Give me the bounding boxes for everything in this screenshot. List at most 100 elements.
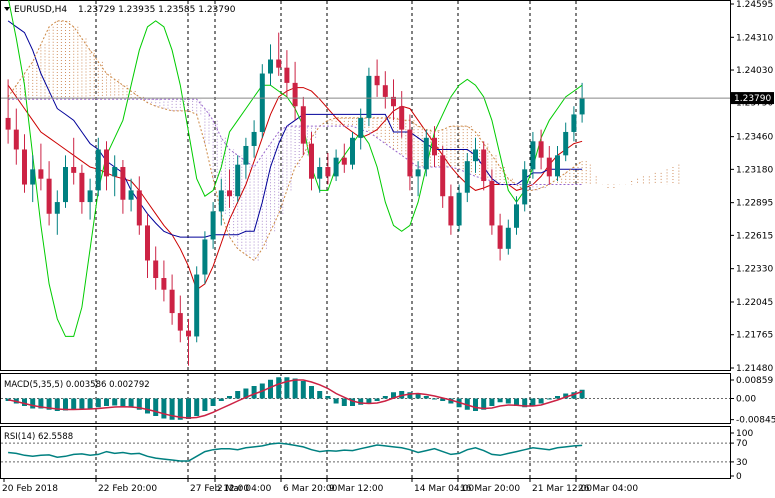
macd-tick-label: -0.008456 [736,416,775,426]
current-price-label: 1.23790 [734,94,771,104]
macd-histogram-bar [276,377,282,399]
candle-body [13,129,19,150]
macd-histogram-bar [161,398,167,419]
candle-body [95,149,101,191]
candle-body [46,178,52,214]
candle-body [186,330,191,337]
candle-body [538,141,544,158]
macd-histogram-bar [555,396,560,399]
candle-body [489,181,495,226]
macd-histogram-bar [251,386,257,399]
macd-histogram-bar [423,396,429,399]
price-tick-label: 1.22895 [736,199,773,209]
candle-body [63,167,68,203]
macd-histogram-bar [522,398,528,408]
candle-body [268,59,273,74]
candle-body [227,190,232,197]
macd-histogram-bar [514,398,519,406]
macd-histogram-bar [382,396,388,399]
macd-histogram-bar [120,398,126,406]
candle-body [423,137,429,170]
candle-body [456,192,462,226]
macd-histogram-bar [448,398,454,404]
date-axis: 20 Feb 2018 22 Feb 20:00 27 Feb 12:002 Mar… [2,478,638,494]
candle-body [128,190,134,200]
macd-histogram-bar [202,398,208,411]
macd-label: MACD(5,35,5) 0.003586 0.002792 [4,380,150,390]
rsi-label: RSI(14) 62.5588 [4,432,73,442]
candle-body [153,260,159,279]
macd-histogram-bar [218,398,224,401]
macd-histogram-bar [87,398,93,409]
candle-body [210,211,216,240]
macd-histogram-bar [341,398,347,406]
macd-histogram-bar [350,398,355,406]
macd-histogram-bar [374,398,380,401]
candle-body [563,131,569,156]
macd-histogram-bar [358,398,364,405]
macd-histogram-bar [136,398,142,410]
date-tick-label: 9 Mar 12:00 [329,484,384,494]
date-tick-label: 21 Mar 12:00 [532,484,592,494]
candle-body [54,202,60,214]
macd-histogram-bar [268,379,273,399]
macd-histogram-bar [145,398,150,414]
macd-histogram-bar [79,398,85,409]
macd-tick-label: 0.00 [736,395,756,405]
rsi-pane-frame [0,426,731,479]
candle-body [374,75,380,86]
price-tick-label: 1.24310 [736,33,773,43]
candle-body [522,169,528,205]
candle-body [555,155,560,177]
candle-body [514,204,519,228]
candle-body [309,143,314,179]
macd-histogram-bar [473,398,478,411]
price-pane-frame [0,0,731,371]
price-tick-label: 1.23180 [736,165,773,175]
price-tick-label: 1.22615 [736,231,773,241]
candle-body [276,59,282,68]
macd-histogram-bar [391,392,396,399]
rsi-tick-label: 0 [736,472,742,482]
candle-body [87,190,93,203]
candle-body [497,225,503,249]
chart-menu-triangle-icon[interactable] [4,7,10,11]
candle-body [202,239,208,275]
macd-histogram-bar [530,398,536,406]
indicator-line-4 [8,98,583,185]
candles [5,32,585,366]
candle-body [333,157,339,177]
macd-histogram-bar [177,398,183,420]
date-tick-label: 6 Mar 20:00 [283,484,338,494]
price-tick-label: 1.23460 [736,133,773,143]
candle-body [530,141,536,170]
macd-histogram-bar [546,398,552,400]
macd-histogram-bar [432,398,437,400]
candle-body [432,137,437,156]
rsi-tick-label: 70 [736,439,748,449]
macd-indicator: 0.00859 0.00 -0.008456 [1,376,775,426]
current-price-box [730,92,774,105]
chart-ohlc-values: 1.23729 1.23935 1.23585 1.23790 [78,5,236,15]
date-tick-label: 22 Feb 20:00 [98,484,157,494]
candle-body [112,167,118,177]
macd-histogram-bar [54,398,60,411]
candle-body [579,98,585,115]
candle-body [505,227,511,249]
candle-body [440,155,446,197]
date-gridlines [95,1,577,478]
candle-body [194,274,200,337]
macd-histogram-bar [153,398,159,416]
candle-body [407,129,413,177]
macd-histogram-bar [505,398,511,404]
candle-body [104,149,109,177]
macd-histogram-bar [112,398,118,406]
macd-histogram-bar [325,396,331,399]
macd-histogram-bar [489,398,495,406]
macd-histogram-bar [309,386,314,399]
macd-histogram-bar [235,391,241,399]
macd-histogram-bar [366,398,372,404]
candle-body [71,167,77,173]
